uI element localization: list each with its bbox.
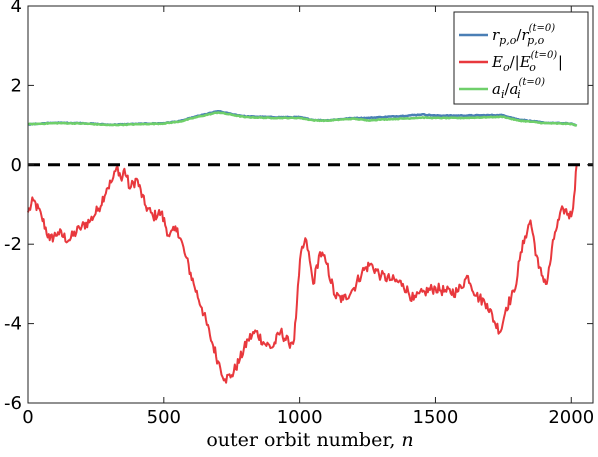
legend-e-num-base: E xyxy=(491,53,503,71)
plot-frame xyxy=(27,5,594,404)
x-tick-label: 1000 xyxy=(277,407,323,428)
legend-e-den-sub: o xyxy=(529,61,536,74)
legend-e-den-sup: (t=0) xyxy=(531,50,558,61)
legend: rp,o/r(t=0) p,o Eo/|E(t=0) o | ai/a(t=0) i xyxy=(453,11,589,105)
series-line-2 xyxy=(27,111,578,127)
legend-r-den-base: r xyxy=(521,26,529,44)
legend-entry-a: ai/a(t=0) i xyxy=(459,77,545,101)
legend-e-den-base: E xyxy=(519,53,531,71)
x-axis-label: outer orbit number, n xyxy=(206,429,413,451)
legend-entry-e: Eo/|E(t=0) o | xyxy=(459,50,563,74)
svg-text:ai/a(t=0)i: ai/a(t=0) i xyxy=(492,77,545,101)
y-tick-label: -6 xyxy=(4,393,22,414)
legend-a-num-base: a xyxy=(492,80,501,98)
x-tick-label: 0 xyxy=(22,407,33,428)
legend-a-num-sub: i xyxy=(501,88,505,101)
legend-r-num-base: r xyxy=(492,26,500,44)
legend-r-den-sup: (t=0) xyxy=(529,23,556,34)
legend-r-den-sub: p,o xyxy=(527,34,545,47)
y-tick-label: 4 xyxy=(11,0,22,17)
x-axis-label-text: outer orbit number, xyxy=(206,429,395,451)
x-axis-label-variable: n xyxy=(401,429,413,451)
legend-r-num-sub: p,o xyxy=(499,34,517,47)
legend-a-den-sub: i xyxy=(517,88,521,101)
svg-text:rp,o/r(t=0)p,o: rp,o/r(t=0) p,o xyxy=(492,23,555,47)
legend-a-den-base: a xyxy=(510,80,519,98)
legend-a-den-sup: (t=0) xyxy=(519,77,546,88)
x-tick-label: 500 xyxy=(147,407,181,428)
y-tick-label: -4 xyxy=(4,314,22,335)
svg-text:Eo/|E(t=0)o|: Eo/|E(t=0) o | xyxy=(491,50,563,74)
ticks-layer: 0 500 1000 1500 2000 -6 -4 -2 0 2 4 xyxy=(4,0,594,428)
legend-entry-r: rp,o/r(t=0) p,o xyxy=(459,23,555,47)
series-line-1 xyxy=(27,164,578,384)
x-tick-label: 1500 xyxy=(413,407,459,428)
x-tick-label: 2000 xyxy=(548,407,594,428)
series-layer xyxy=(27,109,578,384)
y-tick-label: -2 xyxy=(4,234,22,255)
y-tick-label: 2 xyxy=(11,75,22,96)
legend-e-num-sub: o xyxy=(503,61,510,74)
y-tick-label: 0 xyxy=(11,155,22,176)
